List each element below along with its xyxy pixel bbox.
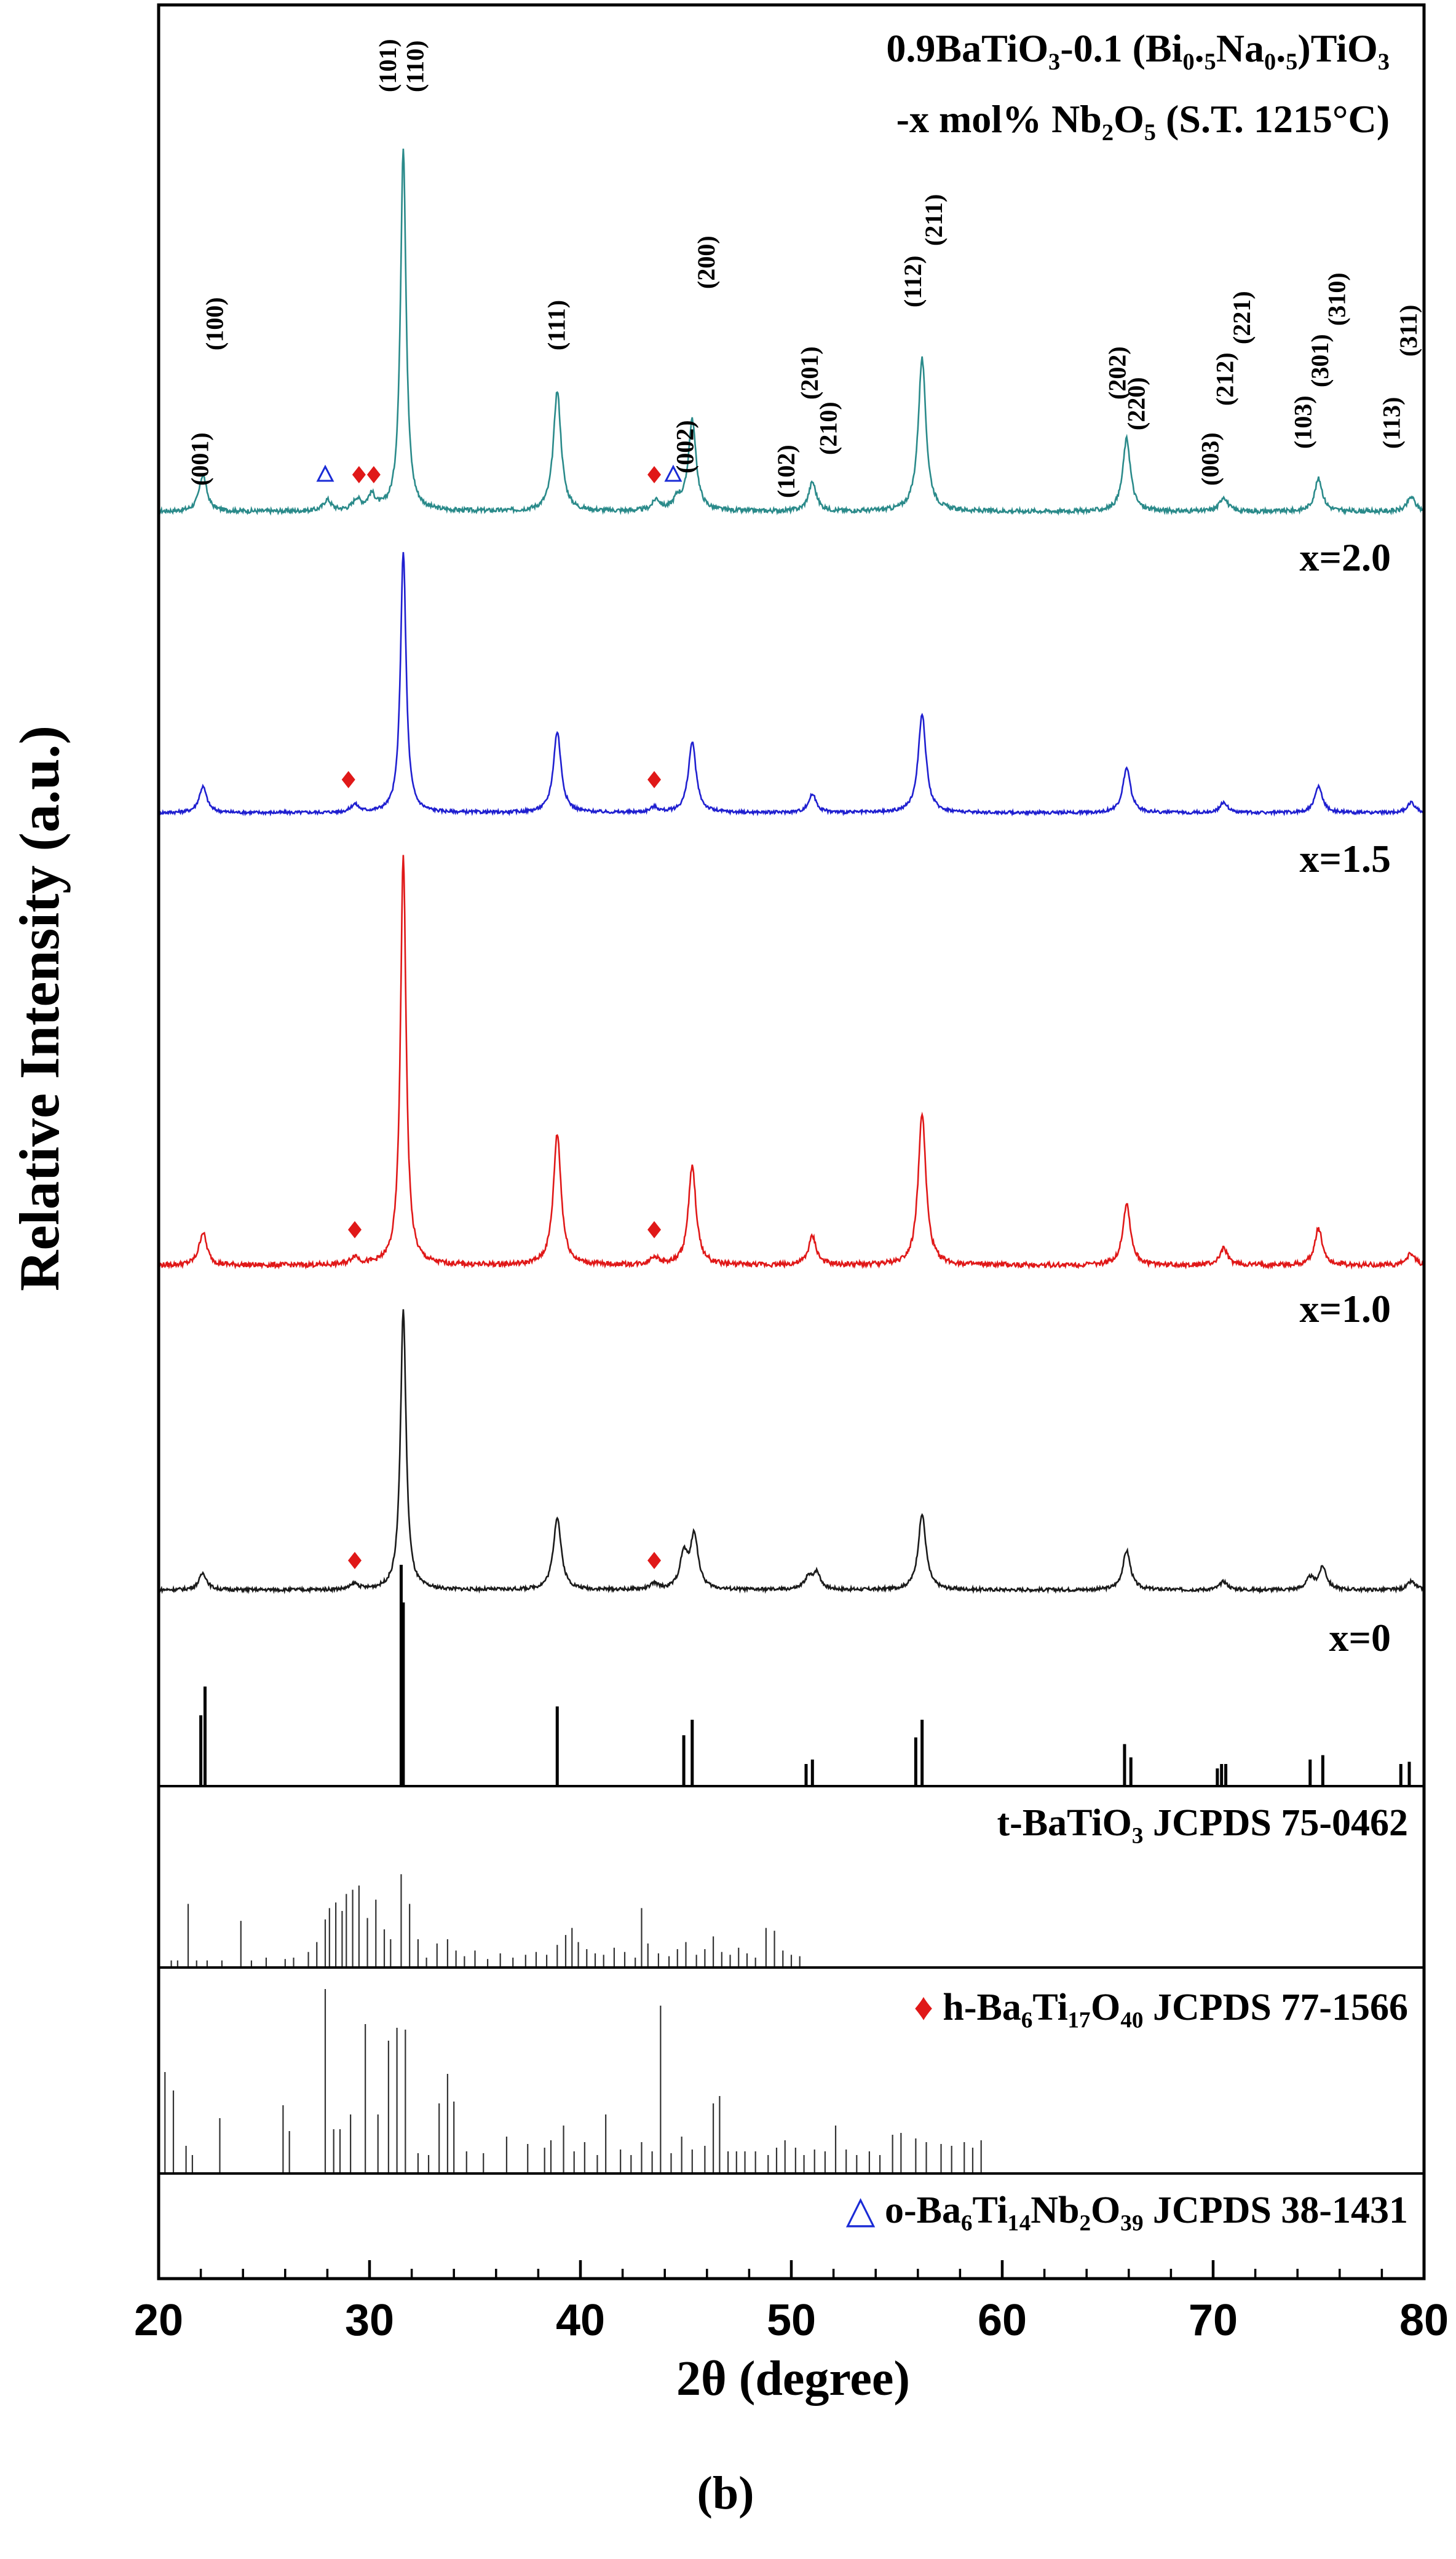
miller-index-label: (112) [899, 256, 927, 307]
triangle-icon [664, 464, 682, 482]
miller-index-label: (201) [796, 346, 823, 400]
triangle-icon: △ [846, 2189, 885, 2231]
diamond-icon [341, 771, 355, 788]
miller-index-label: (101) [374, 39, 402, 92]
miller-index-labels: (001) (100) (101) (110) (111) (002) (200) (102)… [186, 39, 1422, 498]
reference-label-3: △ o-Ba₆Ti₁₄Nb₂O₃₉ JCPDS 38-1431 [846, 2189, 1408, 2231]
miller-index-label: (210) [815, 401, 842, 455]
miller-index-label: (103) [1289, 395, 1316, 449]
series-label-x=1.5: x=1.5 [1300, 837, 1391, 880]
miller-index-label: (221) [1228, 291, 1256, 344]
diamond-icon [347, 1221, 362, 1238]
miller-index-label: (311) [1395, 305, 1422, 357]
miller-index-label: (003) [1197, 432, 1224, 486]
diamond-icon: ♦ [914, 1987, 943, 2028]
miller-index-label: (102) [772, 445, 800, 498]
miller-index-label: (001) [186, 432, 214, 486]
miller-index-label: (113) [1378, 397, 1406, 449]
x-tick-label: 50 [767, 2296, 816, 2345]
chart-title-line-2: -x mol% Nb₂O₅ (S.T. 1215°C) [896, 97, 1390, 141]
series-line-x=0 [158, 1309, 1425, 1595]
diamond-icon [347, 1552, 362, 1569]
miller-index-label: (002) [671, 420, 699, 473]
series-label-x=2.0: x=2.0 [1300, 536, 1391, 579]
miller-index-label: (301) [1306, 334, 1334, 387]
axes: 20 30 40 50 60 70 80 [134, 3, 1449, 2345]
panel-label: (b) [697, 2467, 754, 2519]
series-line-x=2.0 [158, 148, 1425, 516]
y-axis-label: Relative Intensity (a.u.) [8, 726, 71, 1291]
phase-markers [316, 464, 682, 1569]
chart-title-line-1: 0.9BaTiO₃-0.1 (Bi₀.₅Na₀.₅)TiO₃ [886, 26, 1390, 70]
miller-index-label: (211) [920, 194, 948, 246]
diamond-icon [647, 1221, 662, 1238]
diamond-icon [647, 771, 662, 788]
miller-index-label: (200) [692, 235, 720, 289]
series-label-x=0: x=0 [1329, 1616, 1391, 1659]
reference-label-2: ♦ h-Ba₆Ti₁₇O₄₀ JCPDS 77-1566 [914, 1987, 1408, 2028]
reference-panels: t-BaTiO₃ JCPDS 75-0462 ♦ h-Ba₆Ti₁₇O₄₀ JCP… [159, 1565, 1424, 2231]
miller-index-label: (202) [1104, 346, 1131, 400]
x-tick-label: 70 [1189, 2296, 1238, 2345]
miller-index-label: (310) [1323, 272, 1350, 326]
series-labels: x=2.0 x=1.5 x=1.0 x=0 [1300, 536, 1391, 1659]
x-tick-label: 80 [1399, 2296, 1449, 2345]
miller-index-label: (212) [1211, 352, 1239, 406]
series-line-x=1.0 [157, 855, 1425, 1270]
miller-index-label: (111) [542, 300, 570, 350]
x-tick-label: 20 [134, 2296, 183, 2345]
miller-index-label: (110) [401, 41, 429, 92]
diamond-icon [366, 466, 381, 483]
miller-index-label: (220) [1123, 377, 1150, 430]
miller-index-label: (100) [201, 297, 229, 350]
x-tick-label: 30 [345, 2296, 394, 2345]
plot-frame [157, 3, 1426, 2280]
xrd-patterns [157, 148, 1425, 1595]
series-line-x=1.5 [157, 552, 1425, 817]
diamond-icon [647, 1552, 662, 1569]
x-axis-label: 2θ (degree) [676, 2352, 910, 2406]
diamond-icon [352, 466, 366, 483]
reference-label-1: t-BaTiO₃ JCPDS 75-0462 [997, 1802, 1408, 1844]
x-tick-label: 60 [978, 2296, 1027, 2345]
x-tick-label: 40 [556, 2296, 605, 2345]
triangle-icon [316, 464, 334, 482]
diamond-icon [647, 466, 662, 483]
series-label-x=1.0: x=1.0 [1300, 1287, 1391, 1331]
